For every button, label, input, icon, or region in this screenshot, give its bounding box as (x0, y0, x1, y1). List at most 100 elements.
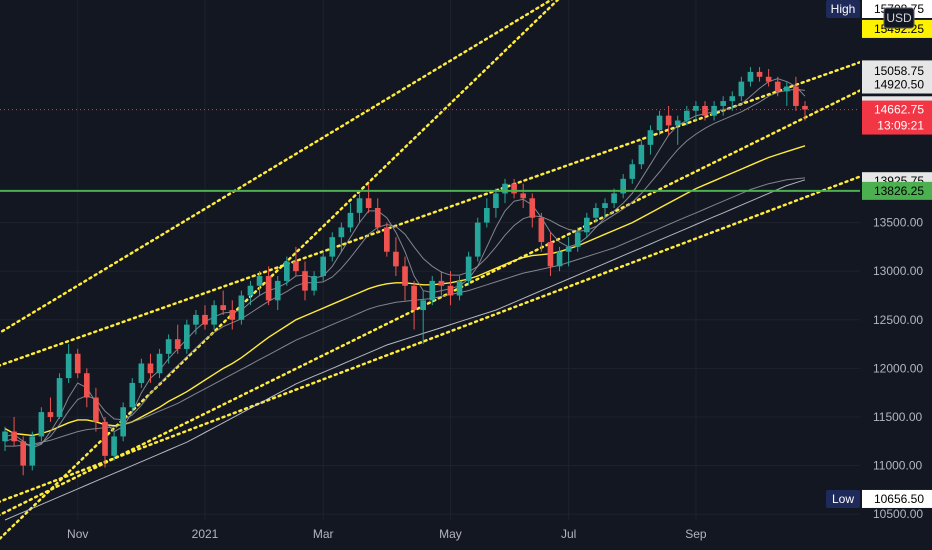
candle-body (502, 183, 508, 194)
x-tick-label: Mar (313, 527, 334, 541)
candle-body (638, 144, 645, 165)
candle (284, 256, 290, 286)
candle (302, 261, 308, 301)
currency-badge: USD (883, 7, 915, 29)
candle-body (184, 324, 190, 349)
candle-body (84, 373, 90, 398)
candle (274, 276, 281, 311)
candle-body (556, 251, 563, 267)
candle-body (220, 305, 226, 311)
candle (411, 280, 417, 330)
candle-body (493, 193, 499, 208)
x-tick-label: Jul (561, 527, 576, 541)
price-tag: 15708.75High (826, 0, 932, 18)
candle (256, 271, 263, 296)
candle-body (202, 314, 208, 325)
candle (584, 212, 590, 238)
candle (684, 105, 690, 126)
candle (165, 334, 172, 364)
candle (702, 101, 708, 121)
x-axis-ticks: Nov 2021 Mar May Jul Sep (67, 527, 707, 541)
candle-body (165, 339, 172, 354)
candle (365, 183, 372, 213)
candle (402, 256, 408, 301)
candle-body (574, 232, 581, 247)
y-tick-label: 11500.00 (873, 410, 922, 424)
candle-body (138, 363, 145, 383)
candle-body (274, 280, 281, 301)
candle-body (211, 305, 217, 325)
candle-body (747, 71, 754, 82)
candle (29, 431, 36, 471)
candle (547, 232, 554, 277)
candle (220, 290, 226, 315)
candle (265, 266, 272, 306)
candle (538, 212, 545, 252)
candle (447, 271, 454, 306)
candle-body (65, 353, 72, 379)
price-tag-label: Low (832, 492, 854, 506)
candle (111, 431, 117, 461)
candle-body (420, 300, 426, 311)
candle-body (193, 314, 199, 325)
candle (774, 76, 781, 97)
candle-body (102, 421, 108, 456)
candle-body (129, 382, 136, 408)
candle (756, 67, 763, 82)
candle (720, 96, 726, 116)
candle (2, 426, 8, 451)
y-axis-ticks: 10500.00 11000.00 11500.00 12000.00 12500.00… (873, 216, 923, 522)
candle (147, 353, 154, 383)
candle-body (329, 237, 336, 257)
price-tag-label: High (831, 2, 856, 16)
candle (384, 222, 390, 257)
candle (74, 348, 81, 379)
y-tick-label: 12500.00 (873, 313, 923, 327)
candle (574, 227, 581, 252)
candle (374, 198, 381, 233)
candle-body (647, 130, 654, 145)
trendline-5 (0, 0, 560, 541)
trendline-4 (0, 168, 880, 503)
candle (784, 81, 790, 106)
x-tick-label: 2021 (192, 527, 219, 541)
candle-body (593, 208, 599, 218)
candle-body (56, 378, 63, 417)
candle (174, 324, 181, 354)
candle-body (384, 227, 390, 252)
candle (765, 69, 772, 87)
candle-body (338, 227, 345, 238)
candle-body (265, 276, 272, 301)
candle (138, 358, 145, 388)
candle-body (120, 407, 126, 437)
candle-body (38, 412, 45, 437)
candle-body (93, 397, 99, 422)
price-tag-value: 14662.75 (874, 103, 924, 117)
candle-body (756, 71, 763, 77)
candle (20, 436, 26, 476)
candle-body (529, 198, 536, 218)
candle (84, 368, 90, 408)
candle (438, 271, 445, 296)
moving-averages (4, 78, 806, 521)
candle-body (784, 86, 790, 92)
candle-body (602, 203, 608, 208)
price-tag-countdown: 13:09:21 (877, 119, 924, 133)
y-tick-label: 12000.00 (873, 361, 923, 375)
candle-body (729, 96, 736, 102)
x-tick-label: May (439, 527, 462, 541)
y-tick-label: 13000.00 (873, 264, 923, 278)
candle (693, 101, 699, 121)
price-tag-box (862, 181, 932, 200)
candle (793, 76, 799, 111)
candle (484, 198, 490, 228)
candle-body (293, 261, 299, 272)
candle (329, 232, 336, 262)
candle-body (438, 280, 445, 286)
candle (456, 276, 463, 301)
candle-body (411, 285, 417, 311)
candle (202, 305, 208, 330)
candle-body (538, 217, 545, 243)
candle-body (393, 251, 399, 267)
